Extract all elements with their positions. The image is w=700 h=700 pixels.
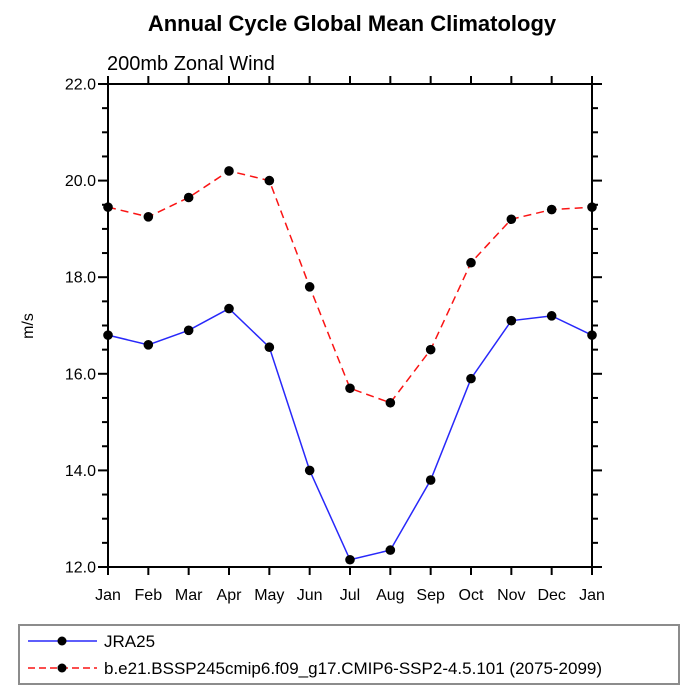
- x-tick-label: Apr: [217, 587, 243, 604]
- legend-sample-jra25: [28, 636, 97, 646]
- x-tick-label: Sep: [416, 587, 445, 604]
- data-point-marker: [385, 397, 396, 408]
- data-point-marker: [345, 383, 355, 394]
- data-point-marker: [587, 330, 597, 340]
- plot-area: Jan Feb Mar Apr May Jun Jul Aug Sep Oct Nov Dec Jan 1…: [65, 76, 605, 604]
- legend-item-jra25: JRA25: [23, 628, 678, 655]
- x-tick-label: Aug: [376, 587, 404, 604]
- data-point-marker: [264, 175, 275, 186]
- legend-sample-model: [28, 663, 97, 673]
- y-tick-label: 20.0: [65, 173, 96, 190]
- y-tick-label: 16.0: [65, 366, 96, 383]
- data-point-marker: [425, 475, 436, 485]
- data-point-marker: [466, 257, 476, 268]
- data-point-marker: [304, 282, 315, 292]
- data-point-marker: [264, 342, 275, 353]
- data-point-marker: [143, 212, 154, 222]
- y-axis-label: m/s: [20, 313, 37, 339]
- series-line-model: [107, 170, 593, 404]
- x-tick-label: Jul: [340, 587, 360, 604]
- x-tick-label: Feb: [135, 587, 163, 604]
- x-tick-label: Nov: [497, 587, 525, 604]
- y-tick-label: 14.0: [65, 463, 96, 480]
- x-tick-label: Mar: [175, 587, 203, 604]
- line-chart: Annual Cycle Global Mean Climatology 200…: [20, 11, 605, 604]
- data-point-marker: [183, 325, 194, 336]
- data-point-marker: [224, 166, 234, 176]
- legend-item-model: b.e21.BSSP245cmip6.f09_g17.CMIP6-SSP2-4.…: [23, 655, 678, 682]
- y-tick-label: 18.0: [65, 270, 96, 287]
- x-tick-label: Dec: [537, 587, 565, 604]
- legend-label-jra25: JRA25: [104, 631, 156, 651]
- chart-title: Annual Cycle Global Mean Climatology: [148, 11, 557, 36]
- data-point-marker: [143, 340, 154, 350]
- x-tick-label: Jan: [579, 587, 605, 604]
- data-point-marker: [425, 344, 436, 355]
- legend-marker-dot: [57, 663, 67, 673]
- data-point-marker: [506, 315, 517, 326]
- x-tick-label: Oct: [459, 587, 484, 604]
- legend-marker-dot: [57, 636, 67, 646]
- y-tick-label: 22.0: [65, 77, 96, 94]
- data-point-marker: [103, 330, 113, 340]
- data-point-marker: [224, 303, 234, 314]
- x-tick-label: May: [254, 587, 284, 604]
- x-tick-label: Jun: [297, 587, 323, 604]
- legend-box: JRA25 b.e21.BSSP245cmip6.f09_g17.CMIP6-S…: [18, 624, 680, 685]
- data-point-marker: [546, 204, 557, 215]
- data-point-marker: [304, 465, 315, 476]
- x-tick-label: Jan: [95, 587, 121, 604]
- data-point-marker: [385, 545, 396, 555]
- data-point-marker: [183, 192, 194, 203]
- legend-label-model: b.e21.BSSP245cmip6.f09_g17.CMIP6-SSP2-4.…: [104, 658, 603, 678]
- y-tick-label: 12.0: [65, 560, 96, 577]
- data-point-marker: [546, 311, 557, 321]
- data-point-marker: [103, 202, 113, 212]
- data-point-marker: [587, 202, 597, 212]
- data-point-marker: [466, 373, 476, 384]
- series-line-jra25: [107, 307, 593, 561]
- plot-frame: [107, 83, 593, 568]
- data-point-marker: [345, 554, 355, 565]
- data-point-marker: [506, 214, 517, 225]
- chart-subtitle: 200mb Zonal Wind: [107, 53, 275, 75]
